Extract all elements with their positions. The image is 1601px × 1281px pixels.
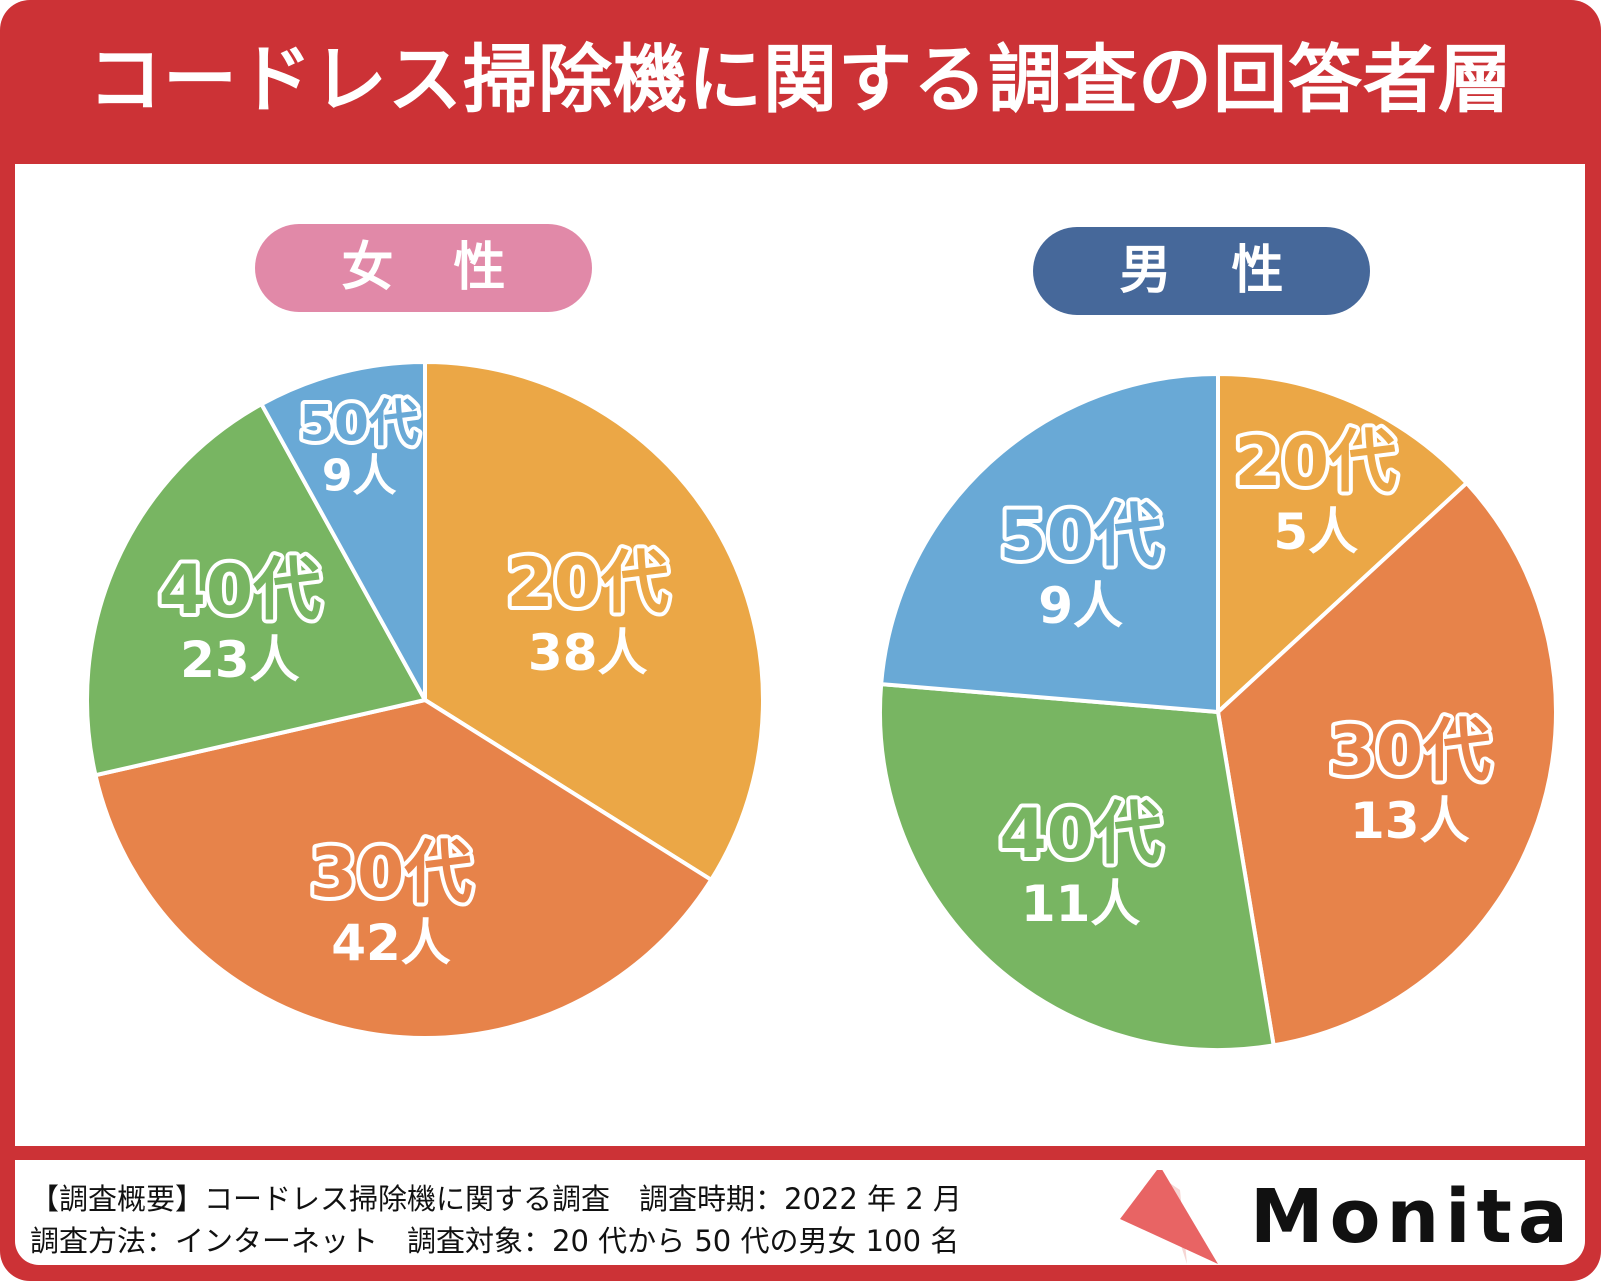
slice-value-label: 13人 bbox=[1350, 792, 1470, 850]
logo-text: Monita bbox=[1250, 1174, 1574, 1260]
slice-value-label: 5人 bbox=[1273, 503, 1358, 561]
slice-value-label: 9人 bbox=[322, 451, 397, 502]
survey-summary: 【調査概要】コードレス掃除機に関する調査 調査時期：2022 年 2 月 bbox=[30, 1182, 962, 1216]
pie-slice-male-0 bbox=[1216, 371, 1470, 717]
logo-icon bbox=[1120, 1170, 1218, 1264]
slice-category-label: 20代 bbox=[1234, 423, 1397, 502]
slice-category-label: 30代 bbox=[1328, 712, 1491, 791]
slice-value-label: 9人 bbox=[1038, 577, 1123, 635]
page-title: コードレス掃除機に関する調査の回答者層 bbox=[88, 37, 1513, 123]
slice-category-label: 50代 bbox=[999, 497, 1162, 576]
slice-value-label: 38人 bbox=[528, 624, 648, 682]
slice-category-label: 20代 bbox=[506, 544, 669, 623]
slice-value-label: 11人 bbox=[1021, 875, 1141, 933]
footer-panel bbox=[15, 1160, 1585, 1265]
pie-slice-male-3 bbox=[878, 371, 1220, 715]
female-label: 女性 bbox=[255, 224, 592, 312]
pie-slice-male-1 bbox=[1215, 480, 1558, 1048]
male-label: 男性 bbox=[1033, 227, 1370, 315]
pie-slice-female-1 bbox=[93, 697, 714, 1040]
pie-slice-male-2 bbox=[878, 681, 1276, 1052]
pie-slice-female-0 bbox=[423, 359, 765, 883]
slice-category-label: 50代 bbox=[299, 395, 419, 453]
survey-method: 調査方法：インターネット 調査対象：20 代から 50 代の男女 100 名 bbox=[30, 1224, 960, 1258]
slice-value-label: 23人 bbox=[180, 631, 300, 689]
slice-category-label: 40代 bbox=[999, 795, 1162, 874]
slice-category-label: 30代 bbox=[310, 834, 473, 913]
slice-value-label: 42人 bbox=[331, 914, 451, 972]
slice-category-label: 40代 bbox=[159, 551, 322, 630]
pie-slice-female-2 bbox=[85, 401, 429, 778]
pie-slice-female-3 bbox=[258, 359, 427, 701]
